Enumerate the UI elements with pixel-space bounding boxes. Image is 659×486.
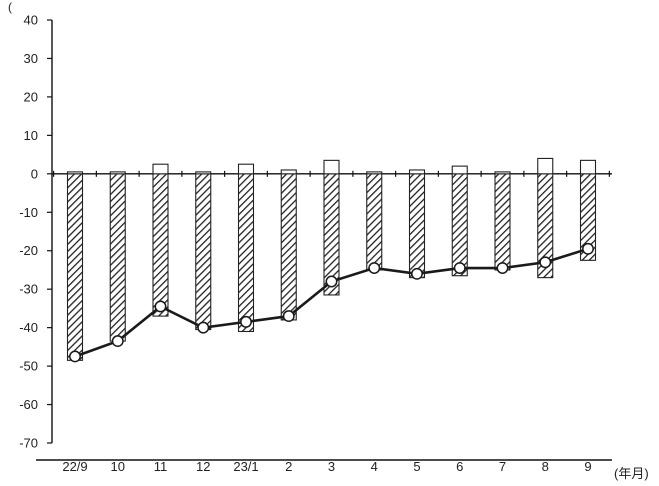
white-bar (195, 171, 212, 175)
line-point (111, 335, 124, 348)
white-bar (152, 163, 169, 175)
line-point (325, 275, 338, 288)
white-bar (494, 171, 511, 175)
hatched-bar (366, 173, 383, 271)
hatched-bar (152, 173, 169, 317)
white-bar (323, 159, 340, 175)
hatched-bar (237, 173, 255, 333)
line-point (582, 242, 594, 255)
y-tick-label: -30 (19, 282, 38, 297)
hatched-bar (109, 173, 126, 342)
hatched-bar (408, 173, 426, 279)
x-tick-label: 4 (371, 459, 378, 474)
x-unit-label: (年月) (614, 466, 649, 481)
y-tick-label: 40 (24, 13, 38, 28)
x-tick-label: 12 (196, 459, 210, 474)
white-bar (537, 157, 554, 175)
white-bar (451, 165, 468, 175)
line-point (240, 315, 252, 328)
x-tick-label: 3 (328, 459, 335, 474)
y-tick-label: -10 (19, 205, 38, 220)
y-axis-ticks: 40 30 20 10 0 -10 -20 -30 -40 -50 -60 -70 (19, 13, 52, 451)
line-point (539, 256, 552, 269)
x-tick-label: 7 (499, 459, 506, 474)
white-bar (109, 171, 126, 175)
y-tick-label: 20 (24, 89, 38, 104)
line-point (453, 262, 466, 274)
hatched-bar (494, 173, 511, 271)
hatched-bar (66, 173, 84, 361)
x-tick-label: 11 (154, 459, 168, 474)
x-tick-label: 6 (456, 459, 463, 474)
line-point (368, 262, 381, 274)
x-tick-label: 22/9 (62, 459, 87, 474)
line-point (496, 262, 509, 274)
y-unit-mark: ( (8, 0, 12, 14)
x-tick-label: 5 (413, 459, 420, 474)
series-hatched-bars (66, 173, 597, 361)
x-tick-label: 2 (285, 459, 292, 474)
hatched-bar (451, 173, 468, 277)
y-tick-label: 30 (24, 51, 38, 66)
line-point (69, 350, 81, 363)
white-bar (579, 159, 597, 175)
x-tick-label: 10 (111, 459, 125, 474)
line-point (197, 321, 210, 334)
series-line (69, 242, 594, 363)
hatched-bar (195, 173, 212, 331)
line-point (154, 300, 167, 313)
x-tick-label: 23/1 (233, 459, 258, 474)
line-point (411, 267, 423, 280)
plot-area: 40 30 20 10 0 -10 -20 -30 -40 -50 -60 -70 22/9 10 11 1… (19, 13, 612, 474)
series-white-bars (66, 157, 597, 175)
white-bar (280, 169, 297, 175)
y-tick-label: 0 (31, 166, 38, 181)
y-tick-label: -70 (19, 436, 38, 451)
y-tick-label: -20 (19, 243, 38, 258)
white-bar (66, 171, 84, 175)
x-axis-ticks: 22/9 10 11 12 23/1 2 3 4 5 6 7 8 9 (53, 170, 610, 474)
white-bar (408, 169, 426, 175)
y-tick-label: -60 (19, 397, 38, 412)
y-tick-label: -50 (19, 359, 38, 374)
hatched-bar (280, 173, 297, 321)
white-bar (366, 171, 383, 175)
y-tick-label: -40 (19, 320, 38, 335)
x-tick-label: 9 (584, 459, 591, 474)
line-point (282, 310, 295, 323)
white-bar (237, 163, 255, 175)
y-tick-label: 10 (24, 128, 38, 143)
x-tick-label: 8 (542, 459, 549, 474)
